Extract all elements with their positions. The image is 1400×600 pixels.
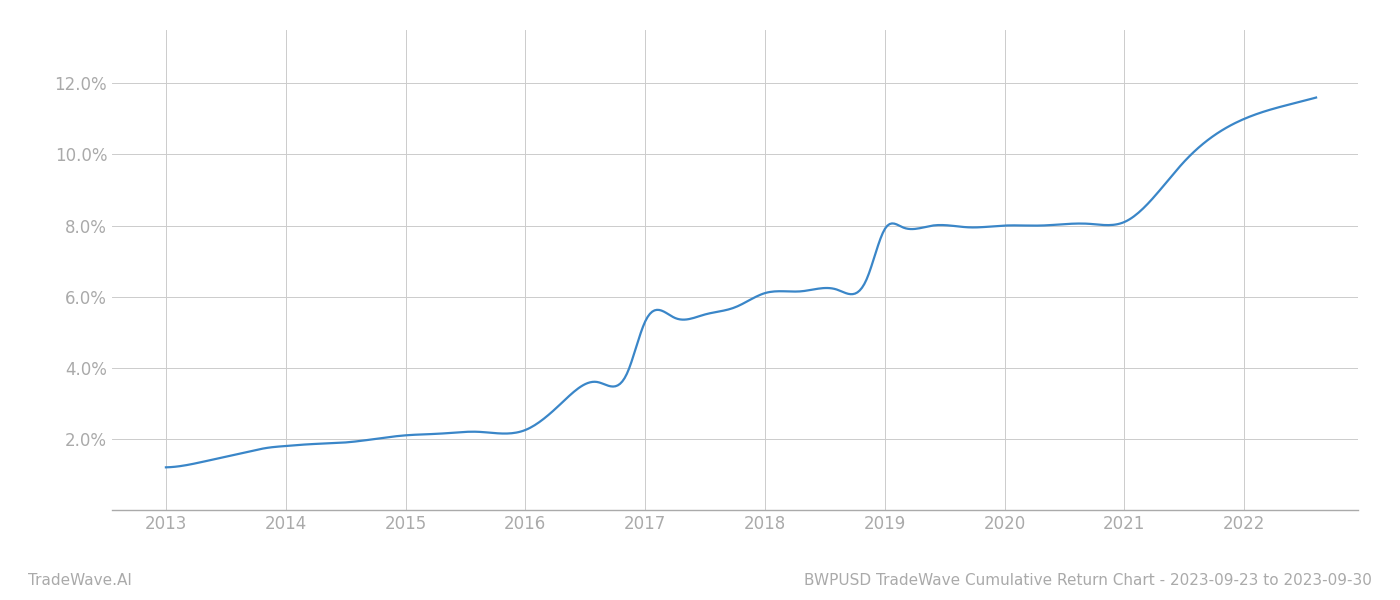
Text: TradeWave.AI: TradeWave.AI	[28, 573, 132, 588]
Text: BWPUSD TradeWave Cumulative Return Chart - 2023-09-23 to 2023-09-30: BWPUSD TradeWave Cumulative Return Chart…	[804, 573, 1372, 588]
